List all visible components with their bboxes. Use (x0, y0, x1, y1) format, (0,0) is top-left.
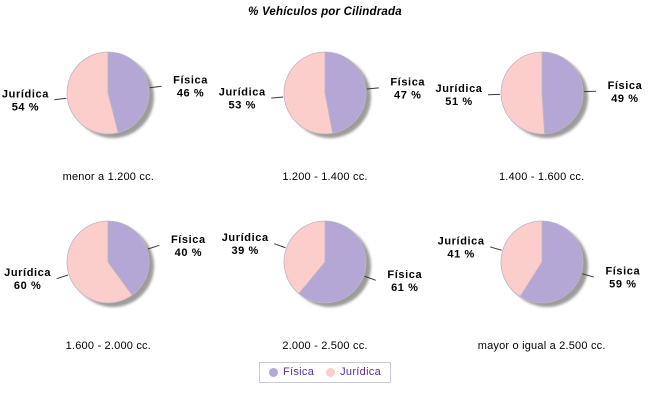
fisica-slice (107, 51, 150, 134)
category-label: 1.200 - 1.400 cc. (282, 171, 368, 183)
legend: Física Jurídica (0, 362, 650, 383)
pie-cell: Física 61 % Jurídica 39 % 2.000 - 2.500 cc. (217, 194, 434, 353)
fisica-value: 40 % (175, 247, 202, 259)
fisica-slice (324, 51, 367, 134)
juridica-value: 39 % (231, 245, 258, 257)
juridica-slice (67, 51, 120, 135)
fisica-value: 47 % (394, 89, 421, 101)
fisica-slice (298, 220, 367, 304)
fisica-swatch-icon (268, 367, 278, 377)
fisica-label: Física (171, 234, 206, 246)
juridica-value: 60 % (14, 280, 41, 292)
juridica-slice (283, 220, 326, 295)
fisica-label: Física (605, 266, 640, 278)
fisica-value: 59 % (609, 279, 636, 291)
juridica-label: Jurídica (435, 83, 482, 95)
callout-line (364, 275, 376, 281)
callout-line (274, 243, 286, 249)
juridica-slice (500, 220, 543, 298)
category-label: 1.600 - 2.000 cc. (65, 340, 151, 352)
fisica-slice (541, 51, 584, 135)
juridica-label: Jurídica (222, 232, 269, 244)
pie-cell: Física 59 % Jurídica 41 % mayor o igual a 2… (433, 194, 650, 353)
pie-cell: Física 46 % Jurídica 54 % menor a 1.200 cc. (0, 25, 217, 184)
legend-item-fisica: Física (268, 366, 315, 378)
pie-cell: Física 40 % Jurídica 60 % 1.600 - 2.000 cc. (0, 194, 217, 353)
juridica-label: Jurídica (219, 87, 266, 99)
category-label: mayor o igual a 2.500 cc. (477, 340, 606, 352)
juridica-label: Jurídica (437, 235, 484, 247)
callout-line (54, 97, 67, 101)
fisica-slice (519, 220, 584, 304)
fisica-slice (107, 220, 150, 296)
callout-line (366, 87, 379, 90)
legend-label-fisica: Física (282, 366, 315, 378)
legend-item-juridica: Jurídica (326, 366, 381, 378)
juridica-label: Jurídica (2, 88, 49, 100)
juridica-value: 54 % (12, 101, 39, 113)
juridica-slice (283, 51, 334, 135)
juridica-value: 51 % (445, 96, 472, 108)
legend-label-juridica: Jurídica (340, 366, 382, 378)
category-label: menor a 1.200 cc. (62, 171, 155, 183)
fisica-label: Física (390, 76, 425, 88)
legend-box: Física Jurídica (258, 362, 392, 383)
juridica-value: 41 % (447, 248, 474, 260)
fisica-label: Física (607, 80, 642, 92)
pie-grid: Física 46 % Jurídica 54 % menor a 1.200 cc.… (0, 25, 650, 353)
category-label: 1.400 - 1.600 cc. (498, 171, 585, 183)
callout-line (149, 85, 162, 89)
category-label: 2.000 - 2.500 cc. (282, 340, 368, 352)
juridica-label: Jurídica (4, 267, 51, 279)
juridica-value: 53 % (228, 100, 255, 112)
pie-cell: Física 49 % Jurídica 51 % 1.400 - 1.600 cc. (433, 25, 650, 184)
fisica-label: Física (173, 75, 208, 87)
fisica-value: 61 % (391, 282, 418, 294)
juridica-slice (500, 51, 545, 135)
fisica-value: 46 % (177, 88, 204, 100)
callout-line (489, 246, 502, 251)
fisica-value: 49 % (611, 93, 638, 105)
fisica-label: Física (387, 269, 422, 281)
callout-line (581, 273, 594, 278)
callout-line (56, 274, 69, 280)
callout-line (271, 96, 284, 99)
juridica-slice (66, 220, 133, 304)
callout-line (148, 244, 160, 250)
juridica-swatch-icon (326, 367, 336, 377)
pie-cell: Física 47 % Jurídica 53 % 1.200 - 1.400 cc. (217, 25, 434, 184)
chart-title: % Vehículos por Cilindrada (248, 6, 402, 18)
